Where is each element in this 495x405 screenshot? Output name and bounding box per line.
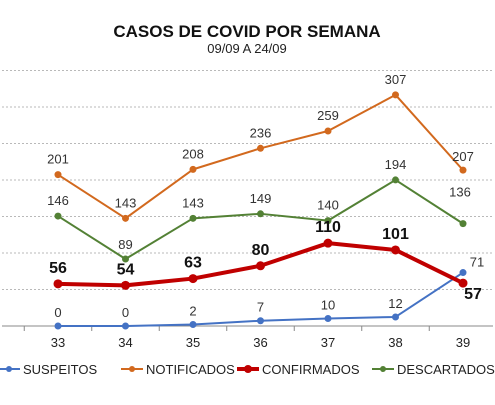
chart-title: CASOS DE COVID POR SEMANA	[113, 22, 380, 41]
data-point-confirmados	[391, 245, 400, 255]
data-label-confirmados: 110	[315, 219, 341, 236]
data-point-confirmados	[121, 280, 130, 290]
data-label-suspeitos: 2	[189, 303, 196, 318]
data-point-suspeitos	[189, 320, 197, 328]
data-label-confirmados: 63	[184, 255, 202, 272]
data-label-suspeitos: 7	[257, 300, 264, 315]
data-point-descartados	[54, 212, 62, 220]
data-label-descartados: 149	[250, 191, 272, 206]
legend-label-notificados: NOTIFICADOS	[146, 362, 235, 377]
data-point-confirmados	[458, 278, 468, 288]
data-point-suspeitos	[392, 313, 399, 321]
data-label-confirmados: 57	[464, 286, 482, 303]
data-point-confirmados	[188, 274, 198, 284]
data-label-confirmados: 56	[49, 260, 67, 277]
data-point-confirmados	[256, 261, 265, 271]
data-label-notificados: 201	[47, 152, 69, 167]
x-axis: 33 34 35 36 37 38 39	[2, 325, 493, 350]
x-tick-label: 37	[321, 335, 335, 350]
data-point-suspeitos	[122, 322, 129, 330]
data-point-notificados	[122, 214, 129, 222]
data-label-notificados: 143	[115, 195, 137, 210]
x-tick-label: 36	[253, 335, 267, 350]
legend-swatch-marker	[380, 366, 386, 372]
legend-swatch-marker	[244, 365, 252, 373]
data-point-notificados	[54, 171, 62, 179]
legend: SUSPEITOS NOTIFICADOS CONFIRMADOS DESCARTAD…	[0, 362, 495, 377]
data-label-confirmados: 101	[382, 226, 409, 243]
data-point-descartados	[392, 176, 399, 184]
legend-label-suspeitos: SUSPEITOS	[23, 362, 98, 377]
data-point-descartados	[324, 217, 332, 225]
x-tick-label: 34	[118, 335, 132, 350]
data-point-suspeitos	[54, 322, 62, 330]
series-group	[53, 91, 468, 330]
data-point-notificados	[459, 166, 467, 174]
x-tick-label: 39	[456, 335, 470, 350]
data-label-suspeitos: 0	[122, 305, 129, 320]
legend-swatch-marker	[129, 366, 135, 372]
x-tick-label: 35	[186, 335, 200, 350]
x-tick-label: 33	[51, 335, 65, 350]
data-label-descartados: 89	[118, 237, 132, 252]
data-point-notificados	[189, 165, 197, 173]
data-label-notificados: 208	[182, 146, 204, 161]
data-label-suspeitos: 0	[54, 305, 61, 320]
legend-label-confirmados: CONFIRMADOS	[262, 362, 360, 377]
gridlines	[2, 70, 493, 290]
data-point-confirmados	[53, 279, 63, 289]
data-label-descartados: 143	[182, 195, 204, 210]
data-label-descartados: 146	[47, 193, 69, 208]
data-point-descartados	[257, 210, 264, 218]
chart-subtitle: 09/09 A 24/09	[207, 41, 287, 56]
data-label-suspeitos: 12	[388, 296, 402, 311]
data-point-notificados	[257, 144, 264, 152]
data-point-suspeitos	[257, 317, 264, 325]
data-label-notificados: 259	[317, 108, 339, 123]
data-label-notificados: 307	[385, 72, 407, 87]
data-label-suspeitos: 10	[321, 297, 335, 312]
data-point-suspeitos	[324, 314, 332, 322]
data-point-descartados	[122, 255, 129, 263]
data-label-suspeitos: 71	[470, 255, 484, 270]
data-label-confirmados: 54	[117, 261, 135, 278]
data-label-descartados: 140	[317, 198, 339, 213]
data-point-suspeitos	[459, 269, 467, 277]
data-labels: 0 0 2 7 10 12 71 201 143 208 236 259 307 207 146 89 143 1…	[47, 72, 484, 320]
data-point-descartados	[459, 220, 467, 228]
legend-swatch-marker	[6, 366, 12, 372]
data-label-notificados: 236	[250, 125, 272, 140]
data-label-confirmados: 80	[252, 242, 270, 259]
x-tick-label: 38	[388, 335, 402, 350]
legend-label-descartados: DESCARTADOS	[397, 362, 495, 377]
data-label-descartados: 194	[385, 157, 407, 172]
data-point-descartados	[189, 214, 197, 222]
data-point-notificados	[324, 127, 332, 135]
data-label-notificados: 207	[452, 149, 474, 164]
data-point-confirmados	[323, 238, 333, 248]
data-point-notificados	[392, 91, 399, 99]
data-label-descartados: 136	[449, 185, 471, 200]
